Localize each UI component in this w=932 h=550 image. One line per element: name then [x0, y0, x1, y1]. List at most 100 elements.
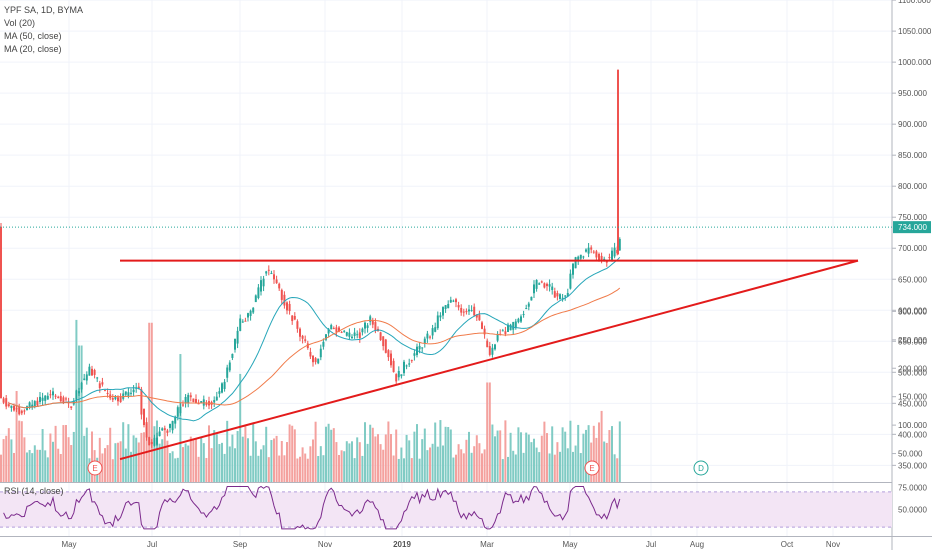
volume-bar	[356, 437, 359, 482]
volume-bar	[423, 428, 426, 482]
volume-bar	[309, 446, 312, 482]
volume-bar	[447, 427, 450, 482]
volume-bar	[322, 455, 325, 482]
volume-bar	[288, 424, 291, 482]
volume-bar	[5, 435, 8, 482]
volume-bar	[496, 430, 499, 482]
volume-bar	[127, 424, 130, 482]
candle-body	[15, 408, 18, 410]
volume-bar	[413, 431, 416, 482]
price-tick-label: 550.000	[898, 337, 927, 346]
volume-bar	[67, 437, 70, 482]
volume-bar	[85, 427, 88, 482]
volume-bar	[561, 427, 564, 482]
volume-bar	[257, 455, 260, 482]
volume-bar	[304, 453, 307, 482]
volume-bar	[111, 459, 114, 482]
candle-body	[13, 405, 15, 411]
volume-bar	[135, 437, 138, 482]
candle-body	[124, 391, 127, 395]
candle-body	[522, 314, 525, 316]
volume-bar	[431, 443, 434, 482]
candle-body	[418, 345, 421, 350]
candle-body	[504, 331, 507, 335]
volume-bar	[109, 427, 112, 482]
candle-body	[54, 395, 57, 397]
volume-bar	[270, 440, 273, 482]
volume-bar	[195, 438, 197, 482]
volume-bar	[10, 439, 13, 482]
volume-bar	[319, 446, 322, 482]
volume-bar	[106, 445, 109, 482]
price-tick-label: 1000.000	[898, 58, 932, 67]
volume-bar	[148, 322, 151, 482]
volume-bar	[533, 438, 535, 482]
candle-body	[33, 401, 36, 406]
volume-tick-label: 50.000	[898, 450, 923, 459]
volume-bar	[260, 449, 262, 482]
candle-body	[442, 307, 444, 316]
candle-body	[569, 273, 572, 289]
candle-body	[62, 397, 65, 404]
volume-bar	[254, 441, 257, 482]
volume-bar	[262, 445, 265, 482]
volume-bar	[306, 458, 309, 482]
candle-body	[187, 394, 190, 403]
volume-bar	[488, 382, 491, 482]
candle-body	[525, 308, 528, 310]
candle-body	[275, 279, 278, 284]
volume-bar	[616, 458, 619, 482]
candle-body	[119, 396, 122, 403]
volume-bar	[548, 453, 551, 482]
candle-body	[598, 253, 600, 262]
candle-body	[244, 320, 247, 322]
candle-body	[218, 391, 221, 394]
volume-bar	[18, 420, 21, 482]
candle-body	[325, 334, 327, 340]
candle-body	[140, 389, 143, 415]
candle-body	[236, 330, 239, 344]
volume-tick-label: 100.000	[898, 421, 927, 430]
legend-volume[interactable]: Vol (20)	[4, 18, 36, 28]
legend-ma50[interactable]: MA (50, close)	[4, 31, 62, 41]
volume-bar	[618, 421, 621, 482]
candles	[0, 223, 621, 448]
volume-bar	[325, 426, 327, 482]
volume-bar	[80, 345, 83, 482]
volume-bar	[525, 432, 528, 482]
volume-bar	[278, 455, 281, 482]
candle-body	[335, 327, 338, 332]
candle-body	[18, 406, 21, 415]
candle-body	[330, 325, 333, 330]
candle-body	[587, 247, 590, 254]
volume-bar	[117, 442, 119, 482]
volume-bar	[491, 424, 494, 482]
volume-bar	[439, 420, 442, 482]
volume-bar	[327, 423, 330, 482]
time-tick-label: Sep	[233, 540, 248, 549]
volume-bar	[400, 447, 403, 482]
candle-body	[106, 392, 109, 394]
candle-body	[397, 370, 400, 378]
candle-body	[5, 398, 8, 407]
legend-symbol[interactable]: YPF SA, 1D, BYMA	[4, 5, 84, 15]
candle-body	[520, 316, 522, 322]
volume-bar	[338, 454, 340, 482]
time-tick-label: Nov	[826, 540, 840, 549]
price-tick-label: 450.000	[898, 399, 927, 408]
volume-bar	[286, 442, 288, 482]
candle-body	[400, 374, 403, 377]
volume-bar	[460, 449, 463, 482]
volume-bar	[371, 427, 374, 482]
price-tick-label: 1100.000	[898, 0, 931, 5]
volume-bar	[283, 455, 286, 482]
candle-body	[540, 281, 543, 283]
legend-ma20[interactable]: MA (20, close)	[4, 44, 62, 54]
legend-rsi[interactable]: RSI (14, close)	[4, 486, 64, 496]
volume-bar	[403, 458, 405, 482]
volume-bar	[442, 445, 444, 482]
volume-bar	[36, 449, 39, 482]
event-marker	[584, 460, 600, 476]
volume-bar	[312, 439, 314, 482]
